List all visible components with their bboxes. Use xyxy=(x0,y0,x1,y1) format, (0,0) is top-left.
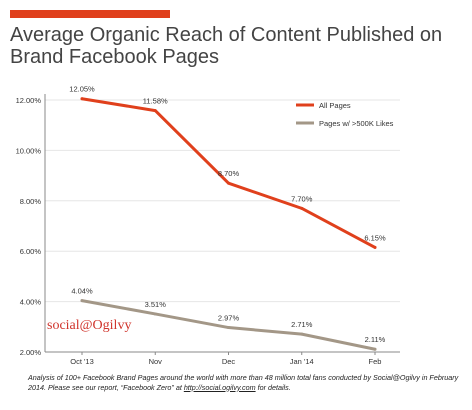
data-label: 7.70% xyxy=(291,194,313,203)
data-point xyxy=(227,181,230,185)
y-tick-label: 4.00% xyxy=(20,298,42,307)
data-point xyxy=(80,97,84,101)
data-point xyxy=(227,326,230,330)
footnote-link[interactable]: http://social.ogilvy.com xyxy=(183,382,256,392)
data-label: 3.51% xyxy=(145,300,167,309)
legend-label: All Pages xyxy=(319,101,351,110)
y-tick-label: 10.00% xyxy=(16,146,42,155)
data-label: 11.58% xyxy=(143,97,168,106)
footnote-text: Analysis of 100+ Facebook Brand Pages ar… xyxy=(28,373,459,392)
brand-logo: social@Ogilvy xyxy=(47,318,132,333)
data-label: 12.05% xyxy=(69,85,95,94)
data-point xyxy=(300,332,304,336)
chart-title: Average Organic Reach of Content Publish… xyxy=(10,24,443,68)
x-tick-label: Oct '13 xyxy=(70,357,94,366)
data-point xyxy=(373,245,377,249)
y-tick-label: 8.00% xyxy=(20,197,42,206)
data-point xyxy=(80,299,84,303)
x-tick-label: Nov xyxy=(149,357,163,366)
data-label: 2.97% xyxy=(218,314,240,323)
data-label: 2.11% xyxy=(365,335,386,344)
data-point xyxy=(153,109,157,113)
footnote-text-end: for details. xyxy=(255,382,291,392)
footnote: Analysis of 100+ Facebook Brand Pages ar… xyxy=(28,373,468,392)
data-label: 6.15% xyxy=(364,233,386,242)
data-point xyxy=(373,347,377,351)
data-point xyxy=(153,312,157,316)
data-label: 8.70% xyxy=(218,169,240,178)
y-tick-label: 2.00% xyxy=(20,348,42,357)
data-label: 2.71% xyxy=(291,320,313,329)
y-tick-label: 6.00% xyxy=(20,247,42,256)
x-tick-label: Jan '14 xyxy=(290,357,314,366)
accent-bar xyxy=(10,10,170,18)
x-tick-label: Dec xyxy=(222,357,236,366)
data-point xyxy=(300,206,304,210)
data-label: 4.04% xyxy=(71,287,93,296)
x-tick-label: Feb xyxy=(369,357,382,366)
legend-label: Pages w/ >500K Likes xyxy=(319,119,394,128)
y-tick-label: 12.00% xyxy=(16,96,42,105)
